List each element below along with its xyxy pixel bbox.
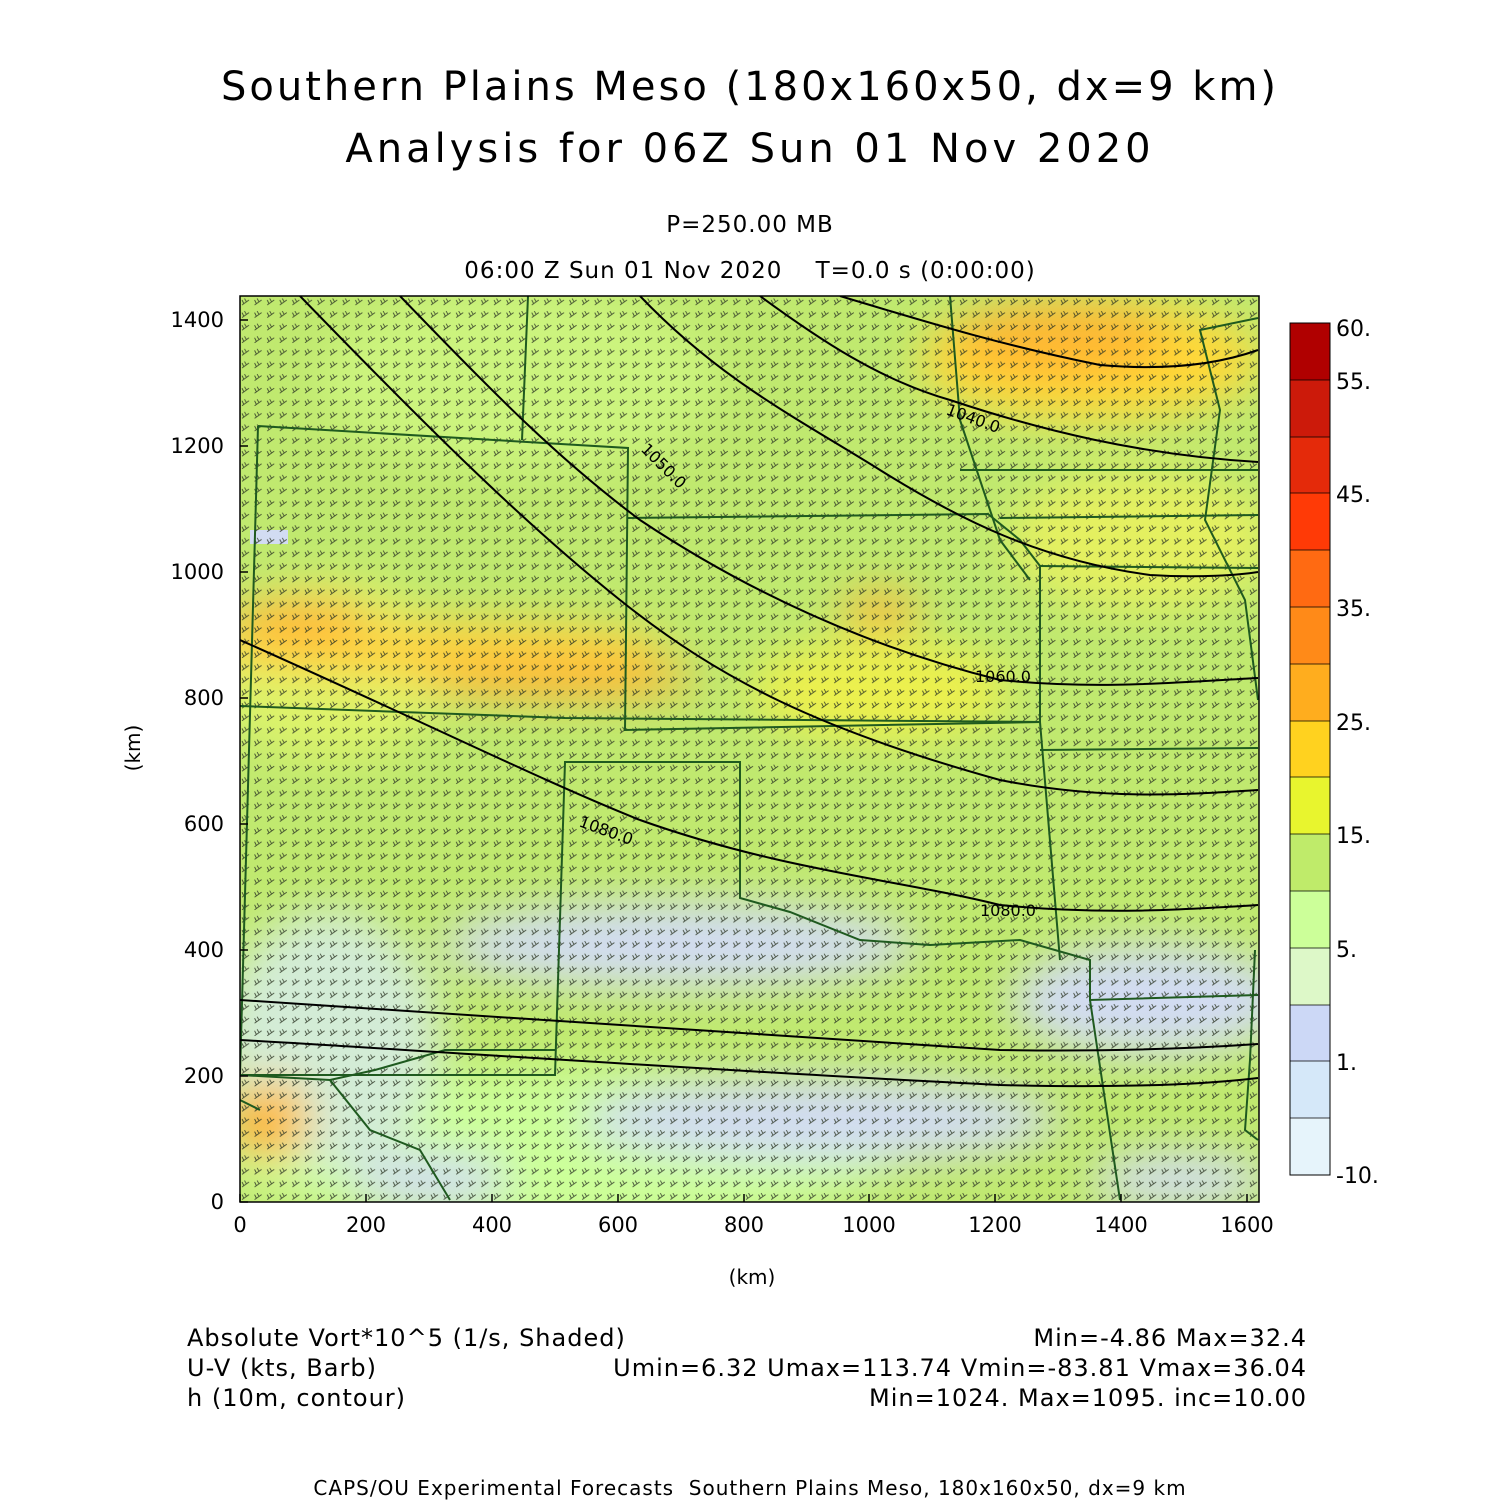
pressure-level-label: P=250.00 MB [666, 212, 834, 238]
map-title-line1: Southern Plains Meso (180x160x50, dx=9 k… [220, 64, 1280, 110]
contour-label: 1080.0 [980, 901, 1036, 920]
colorbar-swatch [1290, 607, 1330, 664]
colorbar-label: 1. [1336, 1051, 1357, 1076]
map-title-line2: Analysis for 06Z Sun 01 Nov 2020 [345, 126, 1155, 172]
contour-label: 1060.0 [975, 667, 1031, 686]
x-tick-label: 0 [233, 1213, 246, 1237]
colorbar-swatch [1290, 777, 1330, 834]
colorbar-swatch [1290, 891, 1330, 948]
x-tick-label: 1600 [1220, 1213, 1273, 1237]
state-borders [240, 296, 1259, 1201]
y-tick-label: 1200 [171, 434, 224, 458]
height-legend-label: h (10m, contour) [187, 1384, 407, 1412]
colorbar-label: -10. [1336, 1164, 1379, 1189]
colorbar-swatch [1290, 948, 1330, 1005]
wind-range: Umin=6.32 Umax=113.74 Vmin=-83.81 Vmax=3… [613, 1354, 1307, 1382]
colorbar-swatch [1290, 323, 1330, 380]
x-tick-label: 800 [724, 1213, 764, 1237]
x-tick-label: 200 [346, 1213, 386, 1237]
colorbar-swatch [1290, 437, 1330, 493]
y-tick-label: 600 [184, 812, 224, 836]
colorbar-swatch [1290, 664, 1330, 721]
wind-legend-label: U-V (kts, Barb) [187, 1354, 377, 1382]
vorticity-shading: 1080.0 1080.0 1060.0 1050.0 1040.0 [240, 296, 1259, 1202]
colorbar-label: 60. [1336, 317, 1371, 342]
y-tick-label: 400 [184, 938, 224, 962]
colorbar: 60. 55. 45. 35. 25. 15. 5. 1. -10. [1289, 317, 1379, 1189]
colorbar-label: 45. [1336, 483, 1371, 508]
colorbar-label: 35. [1336, 597, 1371, 622]
colorbar-swatch [1290, 721, 1330, 777]
axis-ticks [239, 319, 1248, 1203]
y-tick-label: 800 [184, 686, 224, 710]
colorbar-swatch [1290, 1061, 1330, 1118]
colorbar-swatch [1290, 834, 1330, 891]
colorbar-label: 5. [1336, 938, 1357, 963]
colorbar-swatch [1290, 1118, 1330, 1175]
y-tick-label: 1400 [171, 308, 224, 332]
height-range: Min=1024. Max=1095. inc=10.00 [869, 1384, 1307, 1412]
plot-frame [239, 295, 1260, 1203]
y-axis-label: (km) [121, 725, 145, 772]
x-tick-label: 600 [598, 1213, 638, 1237]
vorticity-range: Min=-4.86 Max=32.4 [1033, 1324, 1307, 1352]
x-tick-label: 400 [472, 1213, 512, 1237]
x-tick-label: 1200 [968, 1213, 1021, 1237]
colorbar-swatch [1290, 550, 1330, 607]
y-tick-label: 0 [211, 1190, 224, 1214]
height-contours [240, 296, 1259, 1088]
colorbar-swatch [1290, 380, 1330, 437]
vorticity-legend-label: Absolute Vort*10^5 (1/s, Shaded) [187, 1324, 626, 1352]
x-tick-labels: 0 200 400 600 800 1000 1200 1400 1600 [233, 1213, 1273, 1237]
x-tick-label: 1000 [842, 1213, 895, 1237]
colorbar-label: 15. [1336, 824, 1371, 849]
x-tick-label: 1400 [1094, 1213, 1147, 1237]
colorbar-label: 25. [1336, 711, 1371, 736]
credit-line: CAPS/OU Experimental Forecasts Southern … [313, 1476, 1187, 1500]
y-tick-label: 200 [184, 1064, 224, 1088]
colorbar-label: 55. [1336, 370, 1371, 395]
x-axis-label: (km) [729, 1265, 776, 1289]
y-tick-label: 1000 [171, 560, 224, 584]
colorbar-swatch [1290, 493, 1330, 550]
valid-time-label: 06:00 Z Sun 01 Nov 2020 T=0.0 s (0:00:00… [464, 258, 1036, 284]
colorbar-swatch [1290, 1005, 1330, 1061]
y-tick-labels: 0 200 400 600 800 1000 1200 1400 [171, 308, 224, 1214]
